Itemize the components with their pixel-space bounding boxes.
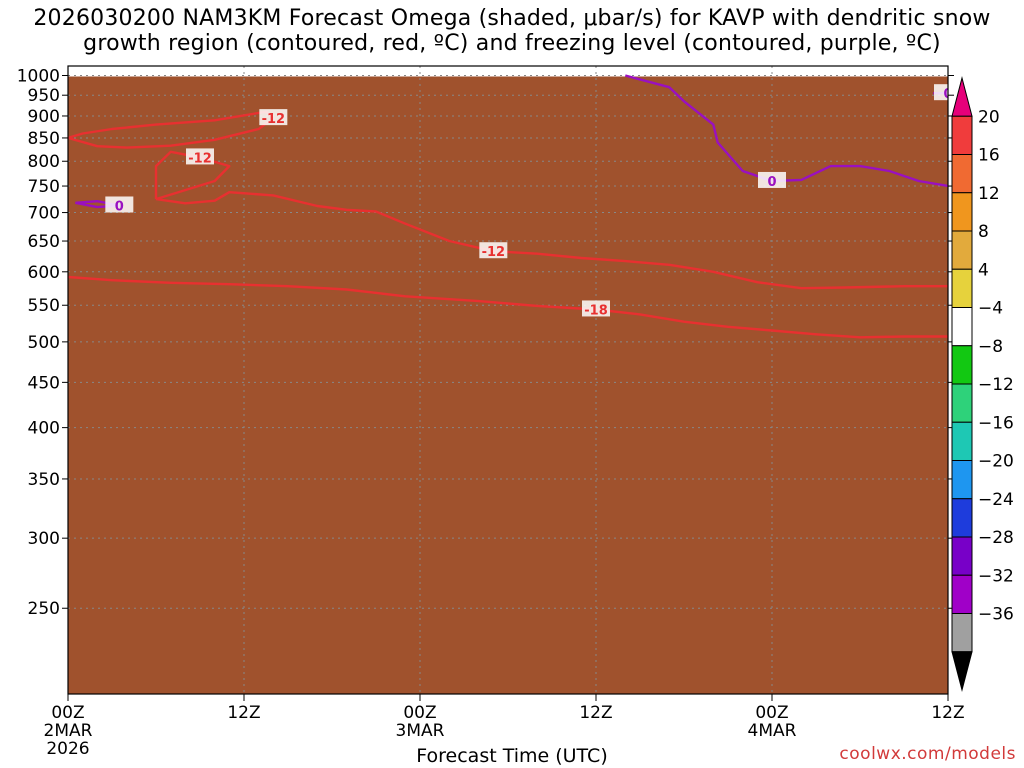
colorbar-swatch bbox=[951, 307, 973, 347]
colorbar-cap-bottom bbox=[951, 651, 973, 692]
dendritic-contour-3-label: -12 bbox=[188, 151, 212, 166]
colorbar-label: 4 bbox=[978, 260, 989, 280]
y-tick-label: 500 bbox=[28, 333, 60, 353]
colorbar-swatch bbox=[951, 613, 973, 653]
terrain-ground bbox=[68, 76, 948, 694]
x-tick-label: 00Z bbox=[51, 703, 84, 723]
y-tick-label: 350 bbox=[28, 470, 60, 490]
colorbar-swatch bbox=[951, 421, 973, 461]
chart-title-line2: growth region (contoured, red, ºC) and f… bbox=[83, 31, 941, 56]
colorbar-swatch bbox=[951, 460, 973, 500]
y-tick-label: 450 bbox=[28, 373, 60, 393]
omega-colorbar: 20 16 12 8 4 −4 −8 −12 −16 −20 −24 −28 −32 −36 bbox=[951, 76, 1014, 692]
colorbar-swatch bbox=[951, 498, 973, 538]
x-tick-label: 00Z bbox=[403, 703, 436, 723]
chart-title: 2026030200 NAM3KM Forecast Omega (shaded… bbox=[0, 6, 1024, 56]
y-tick-label: 750 bbox=[28, 177, 60, 197]
plot-axes: 2503003504004505005506006507007508008509… bbox=[17, 65, 965, 759]
x-tick-date: 4MAR bbox=[748, 721, 797, 741]
x-tick-date: 3MAR bbox=[396, 721, 445, 741]
colorbar-swatch bbox=[951, 345, 973, 385]
colorbar-swatch bbox=[951, 574, 973, 614]
y-tick-label: 250 bbox=[28, 599, 60, 619]
colorbar-label: −32 bbox=[978, 566, 1014, 586]
y-tick-label: 550 bbox=[28, 296, 60, 316]
colorbar-label: −24 bbox=[978, 490, 1014, 510]
dendritic-contour-0-label: -18 bbox=[584, 303, 608, 318]
colorbar-swatch bbox=[951, 192, 973, 232]
colorbar-swatch bbox=[951, 536, 973, 576]
dendritic-contour-1-label: -12 bbox=[262, 112, 286, 127]
dendritic-contour-1-label-bg bbox=[259, 109, 288, 126]
dendritic-contour-3-label-bg bbox=[186, 148, 214, 165]
plot-grid bbox=[68, 66, 948, 694]
colorbar-swatch bbox=[951, 268, 973, 308]
credit-link[interactable]: coolwx.com/models bbox=[839, 744, 1016, 764]
y-tick-label: 1000 bbox=[17, 66, 60, 86]
x-tick-label: 12Z bbox=[227, 703, 260, 723]
y-tick-label: 400 bbox=[28, 419, 60, 439]
dendritic-contour-2-label-bg bbox=[479, 242, 508, 259]
y-tick-label: 950 bbox=[28, 86, 60, 106]
colorbar-label: 16 bbox=[978, 146, 1000, 166]
freezing-contour-0-label: 0 bbox=[115, 199, 124, 214]
colorbar-label: 12 bbox=[978, 184, 1000, 204]
colorbar-label: −36 bbox=[978, 605, 1014, 625]
colorbar-swatch bbox=[951, 230, 973, 270]
dendritic-contour-2-label: -12 bbox=[482, 245, 506, 260]
dendritic-contour-0 bbox=[68, 275, 948, 339]
colorbar-swatch bbox=[951, 154, 973, 194]
colorbar-label: 8 bbox=[978, 222, 989, 242]
y-tick-label: 700 bbox=[28, 204, 60, 224]
y-tick-label: 800 bbox=[28, 152, 60, 172]
colorbar-label: −12 bbox=[978, 375, 1014, 395]
colorbar-label: −8 bbox=[978, 337, 1003, 357]
x-axis-title: Forecast Time (UTC) bbox=[416, 745, 608, 767]
y-tick-label: 600 bbox=[28, 263, 60, 283]
freezing-contour-1-label-bg bbox=[758, 171, 786, 188]
y-tick-label: 650 bbox=[28, 232, 60, 252]
freezing-contour-2-label: 0 bbox=[943, 87, 952, 102]
plot-frame bbox=[67, 65, 949, 695]
x-tick-year: 2026 bbox=[46, 739, 89, 759]
colorbar-swatch bbox=[951, 383, 973, 423]
colorbar-label: −4 bbox=[978, 299, 1003, 319]
x-tick-date: 2MAR bbox=[44, 721, 93, 741]
ground-fill bbox=[68, 76, 948, 694]
x-tick-label: 12Z bbox=[579, 703, 612, 723]
colorbar-label: −16 bbox=[978, 413, 1014, 433]
freezing-contour-1-label: 0 bbox=[767, 175, 776, 190]
colorbar-swatch bbox=[951, 115, 973, 155]
y-tick-label: 300 bbox=[28, 529, 60, 549]
y-tick-label: 850 bbox=[28, 129, 60, 149]
y-tick-label: 900 bbox=[28, 107, 60, 127]
colorbar-label: −28 bbox=[978, 528, 1014, 548]
colorbar-label: −20 bbox=[978, 452, 1014, 472]
contour-lines: -18 -12 -12 -12 0 0 0 bbox=[68, 74, 952, 339]
x-tick-label: 00Z bbox=[755, 703, 788, 723]
x-tick-label: 12Z bbox=[931, 703, 964, 723]
colorbar-label: 20 bbox=[978, 107, 1000, 127]
dendritic-contour-0-label-bg bbox=[582, 300, 610, 317]
colorbar-cap-top bbox=[951, 76, 973, 117]
chart-title-line1: 2026030200 NAM3KM Forecast Omega (shaded… bbox=[33, 6, 991, 31]
freezing-contour-0-label-bg bbox=[105, 196, 134, 213]
freezing-contour-2-label-bg bbox=[934, 84, 948, 101]
